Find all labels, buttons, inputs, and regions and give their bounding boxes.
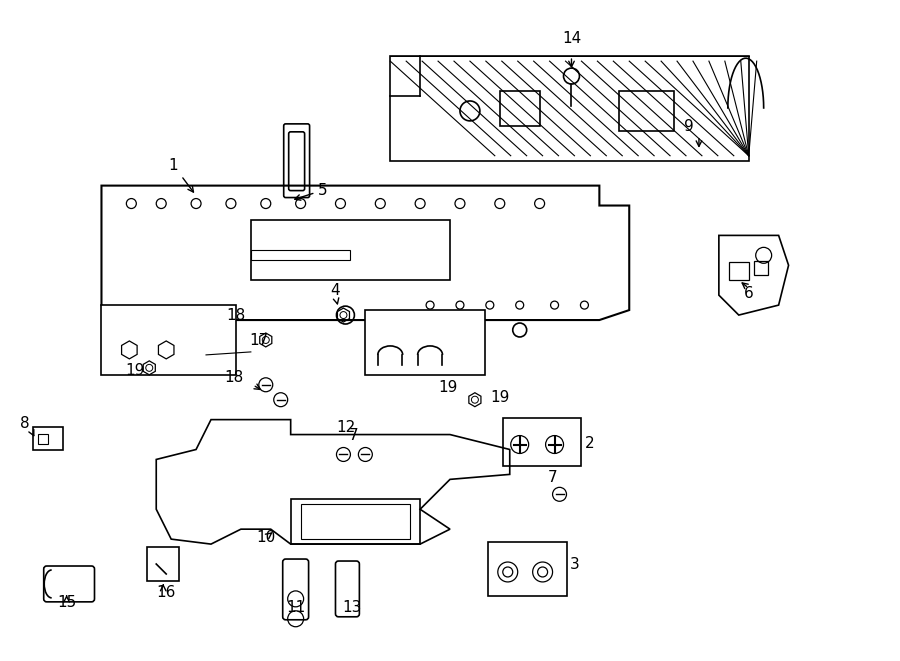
Text: 15: 15 bbox=[57, 595, 76, 610]
Text: 2: 2 bbox=[584, 436, 594, 451]
Bar bbox=[729, 262, 749, 280]
Text: 4: 4 bbox=[330, 283, 340, 298]
Bar bbox=[500, 91, 540, 126]
Text: 19: 19 bbox=[125, 363, 144, 378]
Text: 17: 17 bbox=[249, 333, 269, 348]
FancyBboxPatch shape bbox=[102, 305, 236, 375]
Bar bbox=[291, 499, 420, 544]
Text: 8: 8 bbox=[20, 416, 30, 430]
Text: 18: 18 bbox=[227, 308, 246, 323]
Bar bbox=[38, 434, 48, 444]
Text: 10: 10 bbox=[256, 530, 275, 545]
FancyBboxPatch shape bbox=[365, 310, 485, 375]
Bar bbox=[753, 261, 768, 275]
Text: 3: 3 bbox=[570, 557, 580, 572]
Text: 12: 12 bbox=[336, 420, 356, 434]
Text: 11: 11 bbox=[286, 600, 305, 615]
Text: 14: 14 bbox=[562, 31, 581, 46]
FancyBboxPatch shape bbox=[488, 542, 566, 596]
Text: 18: 18 bbox=[225, 369, 244, 385]
Text: 19: 19 bbox=[438, 379, 458, 395]
Text: 7: 7 bbox=[348, 428, 358, 443]
FancyBboxPatch shape bbox=[503, 418, 581, 467]
Text: 16: 16 bbox=[157, 585, 176, 600]
Text: 19: 19 bbox=[490, 390, 509, 405]
Text: 9: 9 bbox=[684, 119, 694, 134]
Text: 7: 7 bbox=[547, 471, 557, 485]
Bar bbox=[619, 91, 674, 131]
Text: 1: 1 bbox=[168, 158, 178, 173]
Bar bbox=[251, 221, 450, 280]
Bar bbox=[301, 504, 410, 539]
Text: 6: 6 bbox=[744, 286, 753, 301]
Text: 5: 5 bbox=[318, 183, 328, 198]
Text: 13: 13 bbox=[343, 600, 362, 615]
